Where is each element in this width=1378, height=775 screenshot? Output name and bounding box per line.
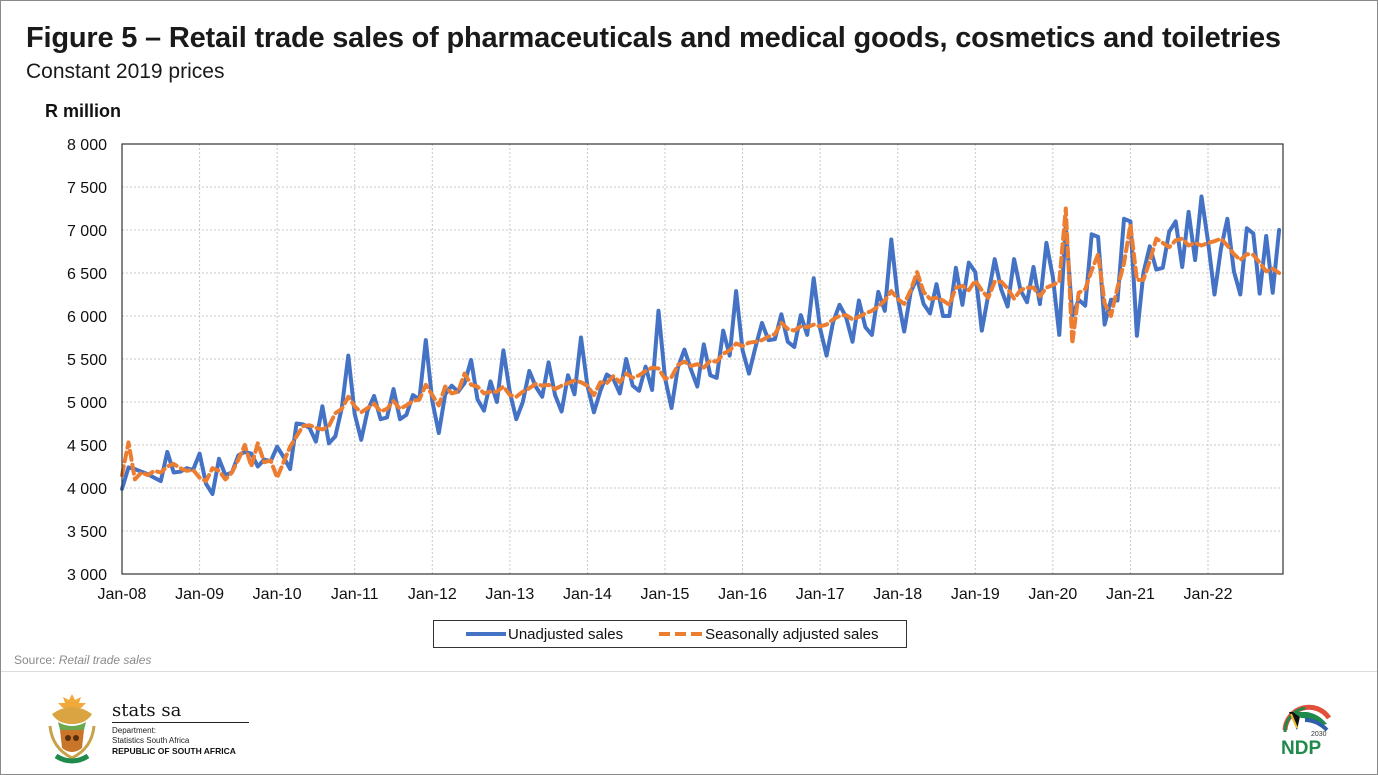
- x-tick-label: Jan-15: [641, 586, 690, 603]
- y-tick-label: 7 000: [67, 223, 107, 240]
- x-tick-label: Jan-20: [1028, 586, 1077, 603]
- legend-item-unadjusted: Unadjusted sales: [434, 626, 623, 643]
- x-tick-label: Jan-08: [98, 586, 147, 603]
- x-tick-label: Jan-10: [253, 586, 302, 603]
- chart-legend: Unadjusted sales Seasonally adjusted sal…: [433, 620, 907, 648]
- y-axis-ticks: 3 000 3 500 4 000 4 500 5 000 5 500 6 000 6 500…: [67, 137, 107, 584]
- x-axis-ticks: Jan-08 Jan-09 Jan-10 Jan-11 Jan-12 Jan-13 Jan-…: [98, 586, 1233, 603]
- x-tick-label: Jan-14: [563, 586, 612, 603]
- source-note: Source: Retail trade sales: [14, 653, 151, 667]
- y-axis-unit-label: R million: [45, 101, 121, 121]
- y-tick-label: 4 500: [67, 438, 107, 455]
- x-tick-label: Jan-21: [1106, 586, 1155, 603]
- legend-label-adjusted: Seasonally adjusted sales: [705, 625, 879, 643]
- ndp-year: 2030: [1311, 731, 1327, 738]
- department-label: Department: Statistics South Africa: [112, 726, 189, 746]
- line-chart: 3 000 3 500 4 000 4 500 5 000 5 500 6 000 6 500…: [67, 137, 1284, 603]
- legend-label-unadjusted: Unadjusted sales: [508, 625, 624, 643]
- department-line-2: Statistics South Africa: [112, 736, 190, 745]
- unadjusted-sales-line: [120, 194, 1282, 496]
- y-tick-label: 4 000: [67, 481, 107, 498]
- x-tick-label: Jan-09: [175, 586, 224, 603]
- x-tick-label: Jan-18: [873, 586, 922, 603]
- source-name: Retail trade sales: [58, 653, 152, 667]
- footer-divider: [1, 671, 1377, 672]
- country-label: REPUBLIC OF SOUTH AFRICA: [112, 746, 236, 756]
- y-tick-label: 3 000: [67, 567, 107, 584]
- x-tick-label: Jan-11: [331, 586, 379, 603]
- ndp-text: NDP: [1281, 738, 1321, 758]
- x-tick-label: Jan-13: [485, 586, 534, 603]
- stats-sa-logo: stats sa Department: Statistics South Af…: [40, 686, 265, 766]
- coat-of-arms-icon: [48, 694, 96, 764]
- seasonally-adjusted-sales-line: [120, 206, 1282, 484]
- plot-area-border: [121, 143, 1284, 575]
- chart-title: Figure 5 – Retail trade sales of pharmac…: [26, 22, 1281, 54]
- y-tick-label: 8 000: [67, 137, 107, 154]
- org-name-underline: [112, 722, 249, 723]
- x-tick-label: Jan-17: [796, 586, 845, 603]
- y-tick-label: 7 500: [67, 180, 107, 197]
- legend-swatch-dashed-line: [659, 632, 704, 636]
- source-prefix: Source:: [14, 653, 59, 667]
- x-tick-label: Jan-12: [408, 586, 457, 603]
- ndp-2030-logo: 2030 NDP: [1281, 704, 1332, 758]
- x-tick-label: Jan-22: [1184, 586, 1233, 603]
- chart-subtitle: Constant 2019 prices: [26, 60, 225, 83]
- y-tick-label: 5 000: [67, 395, 107, 412]
- x-tick-label: Jan-16: [718, 586, 767, 603]
- org-name: stats sa: [112, 700, 182, 721]
- series-lines: [120, 194, 1282, 496]
- legend-swatch-solid-line: [466, 632, 506, 636]
- y-tick-label: 5 500: [67, 352, 107, 369]
- x-tick-label: Jan-19: [951, 586, 1000, 603]
- department-line-1: Department:: [112, 726, 157, 735]
- y-tick-label: 6 000: [67, 309, 107, 326]
- y-tick-label: 3 500: [67, 524, 107, 541]
- legend-item-adjusted: Seasonally adjusted sales: [623, 625, 879, 643]
- y-tick-label: 6 500: [67, 266, 107, 283]
